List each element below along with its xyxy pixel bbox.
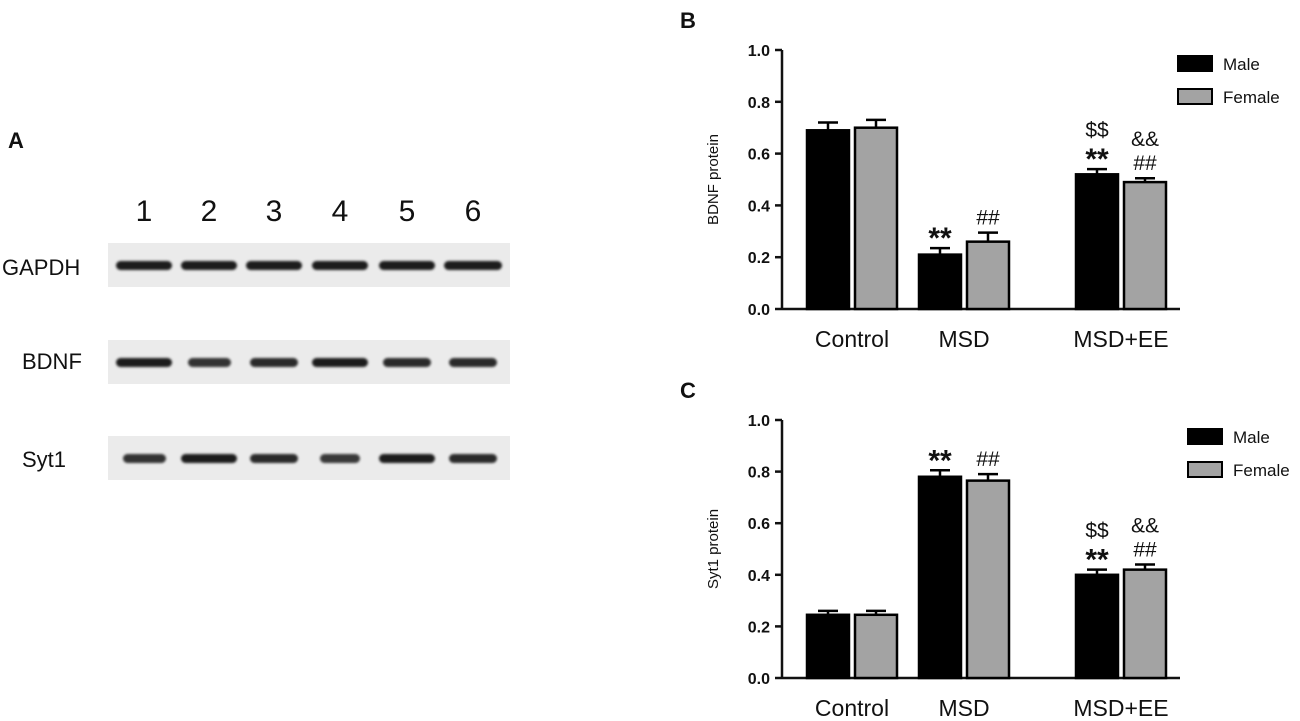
legend-swatch [1177, 88, 1213, 105]
y-tick-label: 1.0 [748, 413, 770, 430]
significance-marker: && [1131, 128, 1159, 151]
blot-band [181, 260, 237, 270]
y-axis-title: Syt1 protein [705, 509, 722, 589]
y-axis-title: BDNF protein [705, 134, 722, 225]
bar [1074, 173, 1120, 311]
blot-band [443, 260, 503, 270]
blot-band [448, 453, 498, 463]
syt1-bar-chart: 0.0 0.2 0.4 0.6 0.8 1.0 Syt1 protein Control ** #… [705, 413, 1290, 721]
y-tick-label: 0.4 [748, 198, 770, 215]
lane-number: 4 [331, 195, 349, 228]
blot-label-syt1: Syt1 [22, 447, 67, 472]
blot-band [187, 357, 231, 367]
significance-marker: && [1131, 514, 1159, 537]
panel-a-label: A [8, 128, 24, 153]
blot-label-bdnf: BDNF [22, 349, 82, 374]
significance-marker: ## [1133, 538, 1157, 561]
blot-band [448, 357, 498, 367]
y-tick-label: 0.2 [748, 250, 770, 267]
lane-number: 5 [398, 195, 416, 228]
bar [965, 240, 1011, 311]
lane-number: 1 [135, 195, 153, 228]
legend-swatch [1187, 461, 1223, 478]
lane-number: 2 [200, 195, 218, 228]
lane-number: 3 [265, 195, 283, 228]
significance-marker: ** [928, 222, 952, 255]
bar [805, 613, 851, 680]
significance-marker: ## [976, 207, 1000, 230]
blot-band [379, 453, 435, 463]
x-tick-label: Control [815, 695, 889, 721]
y-tick-label: 0.2 [748, 619, 770, 636]
legend-swatch [1177, 55, 1213, 72]
significance-marker: ** [928, 444, 952, 477]
bar [1122, 568, 1168, 680]
panel-b-label: B [680, 8, 696, 33]
significance-marker: $$ [1085, 520, 1109, 543]
x-tick-label: MSD [938, 326, 989, 352]
bar [1122, 180, 1168, 311]
y-tick-label: 0.8 [748, 95, 770, 112]
blot-band [312, 260, 368, 270]
bar [805, 129, 851, 311]
blot-band [379, 260, 435, 270]
legend-label: Male [1233, 428, 1270, 447]
blot-band [116, 260, 172, 270]
lane-number: 6 [464, 195, 482, 228]
x-tick-label: MSD+EE [1073, 695, 1168, 721]
bar [1074, 573, 1120, 680]
significance-marker: ## [1133, 152, 1157, 175]
y-tick-label: 0.4 [748, 568, 770, 585]
significance-marker: ** [1085, 143, 1109, 176]
blot-band [122, 453, 166, 463]
legend-swatch [1187, 428, 1223, 445]
legend-label: Male [1223, 55, 1260, 74]
blot-band [382, 357, 432, 367]
x-tick-label: Control [815, 326, 889, 352]
significance-marker: $$ [1085, 119, 1109, 142]
bar [917, 253, 963, 311]
blot-band [246, 260, 302, 270]
bar [965, 479, 1011, 680]
blot-label-gapdh: GAPDH [2, 255, 81, 280]
significance-marker: ## [976, 448, 1000, 471]
x-tick-label: MSD [938, 695, 989, 721]
y-tick-label: 0.8 [748, 465, 770, 482]
blot-band [249, 453, 299, 463]
bdnf-bar-chart: 0.0 0.2 0.4 0.6 0.8 1.0 BDNF protein Control ** #… [705, 43, 1280, 352]
blot-band [319, 453, 361, 463]
blot-strip-syt1 [108, 436, 510, 480]
y-tick-label: 0.0 [748, 302, 770, 319]
significance-marker: ** [1085, 544, 1109, 577]
panel-c-label: C [680, 378, 696, 403]
blot-strip-bdnf [108, 340, 510, 384]
bar [853, 613, 899, 680]
blot-band [312, 357, 368, 367]
blot-band [181, 453, 237, 463]
y-tick-label: 0.6 [748, 516, 770, 533]
y-tick-label: 0.6 [748, 147, 770, 164]
y-tick-label: 1.0 [748, 43, 770, 60]
bar [853, 126, 899, 311]
x-tick-label: MSD+EE [1073, 326, 1168, 352]
legend-label: Female [1223, 88, 1280, 107]
blot-band [116, 357, 172, 367]
blot-band [249, 357, 299, 367]
blot-strip-gapdh [108, 243, 510, 287]
legend-label: Female [1233, 461, 1290, 480]
bar [917, 475, 963, 680]
y-tick-label: 0.0 [748, 671, 770, 688]
